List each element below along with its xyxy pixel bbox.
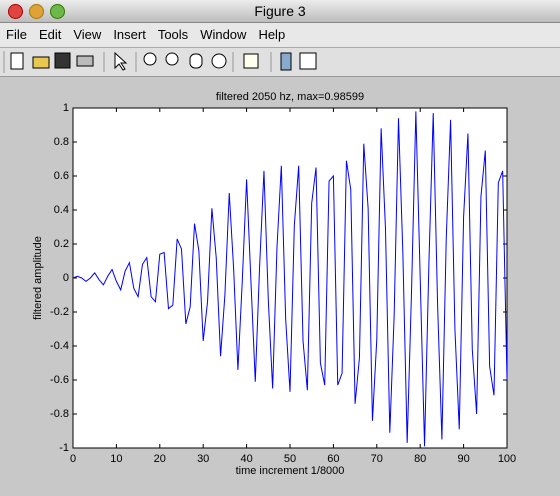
y-tick-label: 0.8 [54, 136, 69, 148]
x-tick-label: 100 [498, 453, 516, 465]
y-tick-label: 1 [63, 102, 69, 114]
y-tick-label: -0.4 [50, 340, 69, 352]
minimize-button[interactable] [29, 4, 44, 19]
x-tick-label: 80 [414, 453, 426, 465]
y-tick-label: 0.4 [54, 204, 69, 216]
x-tick-label: 50 [284, 453, 296, 465]
y-tick-label: 0 [63, 272, 69, 284]
open-icon[interactable] [32, 56, 50, 69]
menu-item[interactable]: Edit [38, 27, 62, 42]
x-tick-label: 10 [110, 453, 122, 465]
window-title: Figure 3 [254, 3, 306, 19]
menu-item[interactable]: Insert [113, 27, 146, 42]
save-icon[interactable] [54, 52, 71, 69]
menu-bar: File Edit View Insert Tools Window Help [0, 23, 560, 48]
menu-item[interactable]: File [6, 27, 27, 42]
y-tick-label: 0.2 [54, 238, 69, 250]
x-tick-label: 30 [197, 453, 209, 465]
plot-area [72, 107, 508, 449]
colorbar-icon[interactable] [280, 52, 292, 71]
x-tick-label: 0 [70, 453, 76, 465]
x-tick-label: 40 [240, 453, 252, 465]
x-tick-label: 90 [457, 453, 469, 465]
rotate-icon[interactable] [211, 53, 227, 69]
toolbar [0, 48, 560, 77]
x-tick-label: 60 [327, 453, 339, 465]
legend-icon[interactable] [299, 52, 317, 70]
y-tick-label: -0.2 [50, 306, 69, 318]
zoom-button[interactable] [50, 4, 65, 19]
zoom-out-icon[interactable] [165, 52, 179, 66]
menu-item[interactable]: Window [200, 27, 247, 42]
close-button[interactable] [8, 4, 23, 19]
zoom-in-icon[interactable] [143, 52, 157, 66]
pan-icon[interactable] [189, 53, 203, 69]
menu-item[interactable]: Help [258, 27, 286, 42]
datacursor-icon[interactable] [243, 53, 259, 69]
chart-title: filtered 2050 hz, max=0.98599 [216, 91, 364, 103]
y-axis-label: filtered amplitude [32, 236, 44, 320]
data-line [72, 111, 508, 447]
y-tick-label: -0.8 [50, 408, 69, 420]
x-axis-label: time increment 1/8000 [236, 465, 345, 477]
y-tick-label: -0.6 [50, 374, 69, 386]
print-icon[interactable] [76, 55, 94, 67]
y-tick-label: -1 [59, 442, 69, 454]
title-bar: Figure 3 [0, 0, 560, 23]
menu-item[interactable]: Tools [157, 27, 189, 42]
figure: filtered 2050 hz, max=0.98599 time incre… [32, 91, 516, 477]
menu-item[interactable]: View [73, 27, 102, 42]
y-tick-label: 0.6 [54, 170, 69, 182]
arrow-icon[interactable] [114, 51, 128, 71]
toolbar-icons [3, 51, 317, 73]
x-tick-label: 70 [371, 453, 383, 465]
new-icon[interactable] [10, 52, 24, 70]
x-tick-label: 20 [154, 453, 166, 465]
